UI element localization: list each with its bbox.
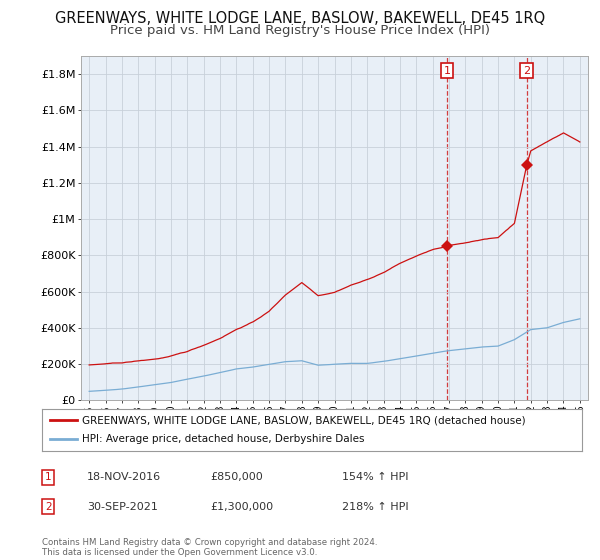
Text: 2: 2	[523, 66, 530, 76]
Text: HPI: Average price, detached house, Derbyshire Dales: HPI: Average price, detached house, Derb…	[83, 435, 365, 445]
Text: Price paid vs. HM Land Registry's House Price Index (HPI): Price paid vs. HM Land Registry's House …	[110, 24, 490, 36]
Text: 1: 1	[443, 66, 451, 76]
Text: GREENWAYS, WHITE LODGE LANE, BASLOW, BAKEWELL, DE45 1RQ (detached house): GREENWAYS, WHITE LODGE LANE, BASLOW, BAK…	[83, 415, 526, 425]
Text: 1: 1	[45, 472, 52, 482]
Text: 18-NOV-2016: 18-NOV-2016	[87, 472, 161, 482]
Text: 154% ↑ HPI: 154% ↑ HPI	[342, 472, 409, 482]
Text: £850,000: £850,000	[210, 472, 263, 482]
Text: GREENWAYS, WHITE LODGE LANE, BASLOW, BAKEWELL, DE45 1RQ: GREENWAYS, WHITE LODGE LANE, BASLOW, BAK…	[55, 11, 545, 26]
Text: Contains HM Land Registry data © Crown copyright and database right 2024.
This d: Contains HM Land Registry data © Crown c…	[42, 538, 377, 557]
Text: £1,300,000: £1,300,000	[210, 502, 273, 512]
Text: 30-SEP-2021: 30-SEP-2021	[87, 502, 158, 512]
Text: 2: 2	[45, 502, 52, 512]
Text: 218% ↑ HPI: 218% ↑ HPI	[342, 502, 409, 512]
